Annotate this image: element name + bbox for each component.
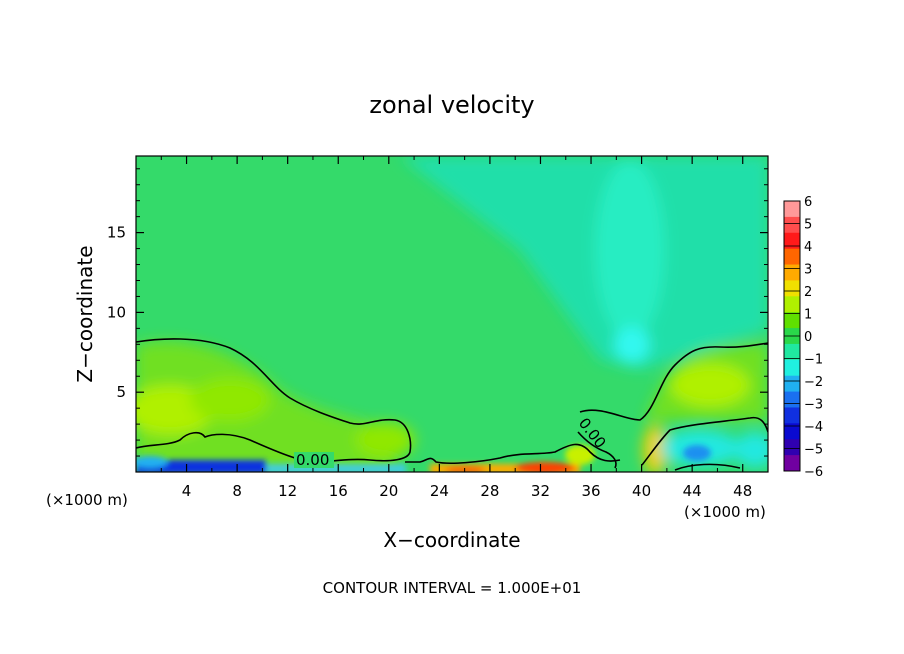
- x-tick-label: 28: [480, 482, 499, 500]
- x-tick-label: 12: [278, 482, 297, 500]
- colorbar-swatch: [784, 201, 800, 218]
- colorbar-tick-label: 4: [804, 240, 812, 255]
- colorbar-swatch: [784, 296, 800, 313]
- colorbar-tick-label: −4: [804, 420, 823, 435]
- contour-line: [136, 338, 412, 463]
- x-unit-left: (×1000 m): [46, 491, 128, 509]
- x-tick-label: 36: [581, 482, 600, 500]
- y-axis-label: Z−coordinate: [73, 245, 97, 382]
- colorbar-tick-label: 5: [804, 218, 812, 233]
- colorbar-swatch: [784, 216, 800, 234]
- colorbar-swatch: [784, 439, 800, 456]
- contour-labels: 0.00 0.00: [294, 414, 610, 469]
- colorbar-tick-label: −2: [804, 375, 823, 390]
- x-tick-label: 40: [632, 482, 651, 500]
- y-axis: 5 10 15: [107, 168, 768, 457]
- y-tick-label: 10: [107, 303, 126, 321]
- colorbar-tick-label: −1: [804, 353, 823, 368]
- colorbar-swatch: [784, 232, 800, 250]
- x-tick-label: 20: [379, 482, 398, 500]
- colorbar-tick-label: −5: [804, 443, 823, 458]
- colorbar: 6 5 4 3 2 1 0 −1 −2 −3 −4 −5 −6: [783, 195, 823, 480]
- colorbar-swatch: [784, 343, 800, 361]
- contour-interval-note: CONTOUR INTERVAL = 1.000E+01: [323, 579, 582, 597]
- x-axis: 4 8 12 16 20 24 28 32 36 40 44 48: [160, 156, 752, 500]
- x-tick-label: 24: [430, 482, 449, 500]
- contour-line: [641, 416, 768, 466]
- contour-line: [674, 463, 741, 471]
- y-tick-label: 15: [107, 224, 126, 242]
- colorbar-swatch: [784, 455, 800, 472]
- plot-frame: [135, 155, 769, 473]
- chart-title: zonal velocity: [369, 91, 534, 119]
- colorbar-swatch: [784, 375, 800, 393]
- colorbar-tick-label: 6: [804, 195, 812, 210]
- colorbar-swatch: [784, 312, 800, 329]
- x-tick-label: 48: [733, 482, 752, 500]
- y-tick-label: 5: [116, 383, 126, 401]
- colorbar-swatch: [784, 391, 800, 408]
- colorbar-swatch: [784, 407, 800, 424]
- colorbar-tick-label: 0: [804, 330, 812, 345]
- colorbar-tick-label: −3: [804, 398, 823, 413]
- heatmap-field: [136, 156, 768, 472]
- x-tick-label: 16: [329, 482, 348, 500]
- x-unit-right: (×1000 m): [684, 503, 766, 521]
- colorbar-tick-label: 2: [804, 285, 812, 300]
- x-tick-label: 4: [182, 482, 192, 500]
- colorbar-swatch: [784, 280, 800, 297]
- colorbar-tick-label: −6: [804, 465, 823, 480]
- x-tick-label: 32: [531, 482, 550, 500]
- contour-line: [577, 431, 617, 469]
- contour-label: 0.00: [296, 451, 329, 469]
- contour-line: [136, 431, 296, 459]
- contour-line: [405, 443, 621, 464]
- x-axis-label: X−coordinate: [383, 528, 520, 552]
- contour-line: [579, 342, 768, 421]
- colorbar-swatch: [784, 423, 800, 440]
- x-tick-label: 8: [232, 482, 242, 500]
- x-tick-label: 44: [683, 482, 702, 500]
- colorbar-swatch: [784, 248, 800, 266]
- colorbar-swatch: [784, 359, 800, 377]
- colorbar-swatch: [784, 264, 800, 281]
- colorbar-tick-label: 1: [804, 308, 812, 323]
- colorbar-tick-label: 3: [804, 263, 812, 278]
